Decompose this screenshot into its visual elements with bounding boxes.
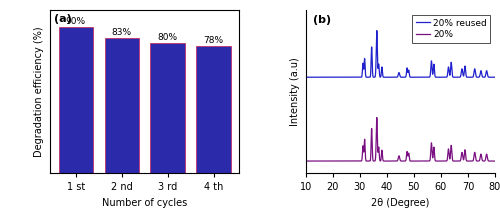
20% reused	[492, 76, 498, 78]
20%	[488, 160, 494, 162]
X-axis label: 2θ (Degree): 2θ (Degree)	[371, 198, 430, 208]
Text: 90%: 90%	[66, 17, 86, 26]
20% reused	[376, 65, 382, 68]
Bar	[104, 38, 139, 173]
Bar	[150, 43, 185, 173]
20% reused	[468, 76, 474, 78]
Y-axis label: Intensity (a.u): Intensity (a.u)	[290, 58, 300, 126]
20% reused	[384, 76, 390, 78]
Text: 80%: 80%	[158, 33, 178, 42]
20%	[376, 148, 382, 151]
X-axis label: Number of cycles: Number of cycles	[102, 198, 188, 208]
Text: 78%: 78%	[204, 37, 224, 46]
Bar	[58, 27, 93, 173]
20%	[492, 160, 498, 162]
20% reused	[488, 76, 494, 78]
Line: 20% reused: 20% reused	[306, 31, 495, 77]
Legend: 20% reused, 20%: 20% reused, 20%	[412, 15, 490, 43]
Text: (b): (b)	[313, 15, 332, 25]
20% reused	[336, 76, 342, 78]
20%	[374, 116, 380, 119]
Line: 20%: 20%	[306, 118, 495, 161]
20%	[468, 160, 474, 162]
Bar	[196, 46, 231, 173]
20%	[336, 160, 342, 162]
Text: (a): (a)	[54, 14, 72, 24]
20%	[302, 160, 308, 162]
20% reused	[302, 76, 308, 78]
20%	[324, 160, 330, 162]
Text: 83%: 83%	[112, 28, 132, 37]
Y-axis label: Degradation efficiency (%): Degradation efficiency (%)	[34, 27, 44, 157]
20% reused	[374, 29, 380, 32]
20%	[384, 160, 390, 162]
20% reused	[324, 76, 330, 78]
